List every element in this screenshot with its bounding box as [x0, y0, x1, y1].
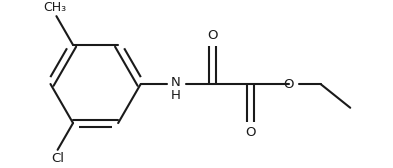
Text: O: O [283, 77, 294, 91]
Text: CH₃: CH₃ [44, 1, 67, 14]
Text: N: N [171, 76, 181, 89]
Text: Cl: Cl [51, 152, 64, 165]
Text: H: H [171, 89, 181, 102]
Text: O: O [207, 29, 218, 43]
Text: O: O [245, 125, 256, 139]
